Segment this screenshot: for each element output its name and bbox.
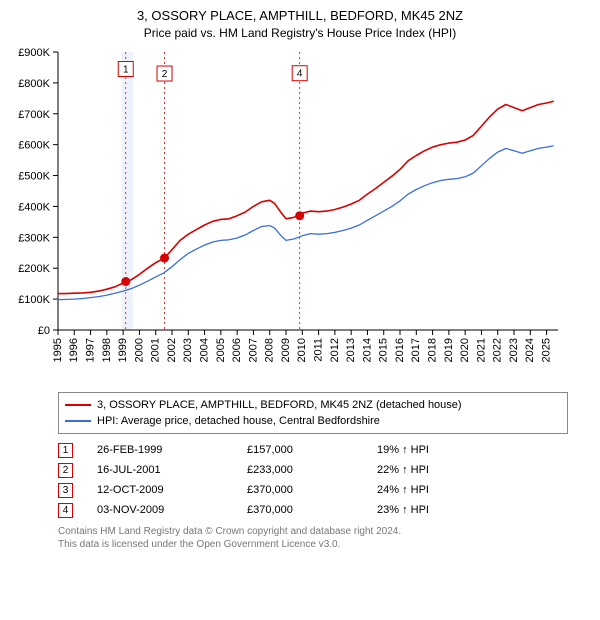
sale-price: £370,000 <box>247 504 377 516</box>
legend-swatch <box>65 420 91 422</box>
svg-text:2010: 2010 <box>296 338 308 362</box>
svg-text:2008: 2008 <box>264 338 276 362</box>
svg-text:2018: 2018 <box>426 338 438 362</box>
svg-text:4: 4 <box>297 69 303 80</box>
svg-text:2000: 2000 <box>133 338 145 362</box>
svg-text:2004: 2004 <box>198 338 210 362</box>
svg-text:1997: 1997 <box>84 338 96 362</box>
legend-item: HPI: Average price, detached house, Cent… <box>65 413 561 429</box>
legend-label: HPI: Average price, detached house, Cent… <box>97 415 380 427</box>
table-row: 2 16-JUL-2001 £233,000 22% ↑ HPI <box>58 460 568 480</box>
footer-attribution: Contains HM Land Registry data © Crown c… <box>58 526 568 551</box>
svg-text:2011: 2011 <box>312 338 324 362</box>
svg-text:2022: 2022 <box>492 338 504 362</box>
sale-number-box: 4 <box>58 503 73 518</box>
sale-price: £370,000 <box>247 484 377 496</box>
footer-line: Contains HM Land Registry data © Crown c… <box>58 526 568 539</box>
svg-text:2009: 2009 <box>280 338 292 362</box>
svg-text:2006: 2006 <box>231 338 243 362</box>
svg-text:£800K: £800K <box>18 78 50 90</box>
svg-text:2023: 2023 <box>508 338 520 362</box>
svg-text:£400K: £400K <box>18 201 50 213</box>
svg-text:£900K: £900K <box>18 47 50 59</box>
footer-line: This data is licensed under the Open Gov… <box>58 539 568 552</box>
sale-number-box: 1 <box>58 443 73 458</box>
svg-text:£700K: £700K <box>18 109 50 121</box>
svg-text:1999: 1999 <box>117 338 129 362</box>
svg-text:2007: 2007 <box>247 338 259 362</box>
sale-date: 16-JUL-2001 <box>97 464 247 476</box>
sale-delta: 23% ↑ HPI <box>377 504 497 516</box>
legend-item: 3, OSSORY PLACE, AMPTHILL, BEDFORD, MK45… <box>65 397 561 413</box>
table-row: 4 03-NOV-2009 £370,000 23% ↑ HPI <box>58 500 568 520</box>
svg-text:2020: 2020 <box>459 338 471 362</box>
svg-text:2016: 2016 <box>394 338 406 362</box>
legend: 3, OSSORY PLACE, AMPTHILL, BEDFORD, MK45… <box>58 392 568 434</box>
sale-date: 12-OCT-2009 <box>97 484 247 496</box>
sale-delta: 24% ↑ HPI <box>377 484 497 496</box>
chart-area: £0 £100K £200K £300K £400K £500K £600K £700K £80… <box>10 46 590 386</box>
svg-text:2001: 2001 <box>150 338 162 362</box>
sale-delta: 19% ↑ HPI <box>377 444 497 456</box>
svg-text:2013: 2013 <box>345 338 357 362</box>
svg-text:2019: 2019 <box>443 338 455 362</box>
svg-text:2014: 2014 <box>361 338 373 362</box>
svg-text:1998: 1998 <box>101 338 113 362</box>
svg-text:£200K: £200K <box>18 263 50 275</box>
sale-number-box: 2 <box>58 463 73 478</box>
table-row: 3 12-OCT-2009 £370,000 24% ↑ HPI <box>58 480 568 500</box>
svg-text:£100K: £100K <box>18 294 50 306</box>
sale-delta: 22% ↑ HPI <box>377 464 497 476</box>
sale-price: £233,000 <box>247 464 377 476</box>
line-chart-svg: £0 £100K £200K £300K £400K £500K £600K £700K £80… <box>10 46 570 386</box>
sale-date: 03-NOV-2009 <box>97 504 247 516</box>
svg-text:2024: 2024 <box>524 338 536 362</box>
sale-date: 26-FEB-1999 <box>97 444 247 456</box>
svg-text:2: 2 <box>162 69 168 80</box>
legend-label: 3, OSSORY PLACE, AMPTHILL, BEDFORD, MK45… <box>97 399 462 411</box>
svg-text:1995: 1995 <box>52 338 64 362</box>
svg-text:2012: 2012 <box>329 338 341 362</box>
svg-text:£500K: £500K <box>18 171 50 183</box>
svg-text:2003: 2003 <box>182 338 194 362</box>
svg-text:£0: £0 <box>38 325 50 337</box>
svg-text:£600K: £600K <box>18 140 50 152</box>
title-subtitle: Price paid vs. HM Land Registry's House … <box>10 26 590 40</box>
title-address: 3, OSSORY PLACE, AMPTHILL, BEDFORD, MK45… <box>10 8 590 23</box>
svg-text:2025: 2025 <box>541 338 553 362</box>
svg-text:2017: 2017 <box>410 338 422 362</box>
chart-titles: 3, OSSORY PLACE, AMPTHILL, BEDFORD, MK45… <box>10 8 590 40</box>
sales-table: 1 26-FEB-1999 £157,000 19% ↑ HPI 2 16-JU… <box>58 440 568 520</box>
svg-text:2002: 2002 <box>166 338 178 362</box>
sale-price: £157,000 <box>247 444 377 456</box>
svg-text:£300K: £300K <box>18 232 50 244</box>
svg-text:1996: 1996 <box>68 338 80 362</box>
sale-number-box: 3 <box>58 483 73 498</box>
table-row: 1 26-FEB-1999 £157,000 19% ↑ HPI <box>58 440 568 460</box>
legend-swatch <box>65 404 91 406</box>
svg-text:1: 1 <box>123 65 129 76</box>
svg-text:2015: 2015 <box>378 338 390 362</box>
svg-text:2021: 2021 <box>475 338 487 362</box>
svg-text:2005: 2005 <box>215 338 227 362</box>
